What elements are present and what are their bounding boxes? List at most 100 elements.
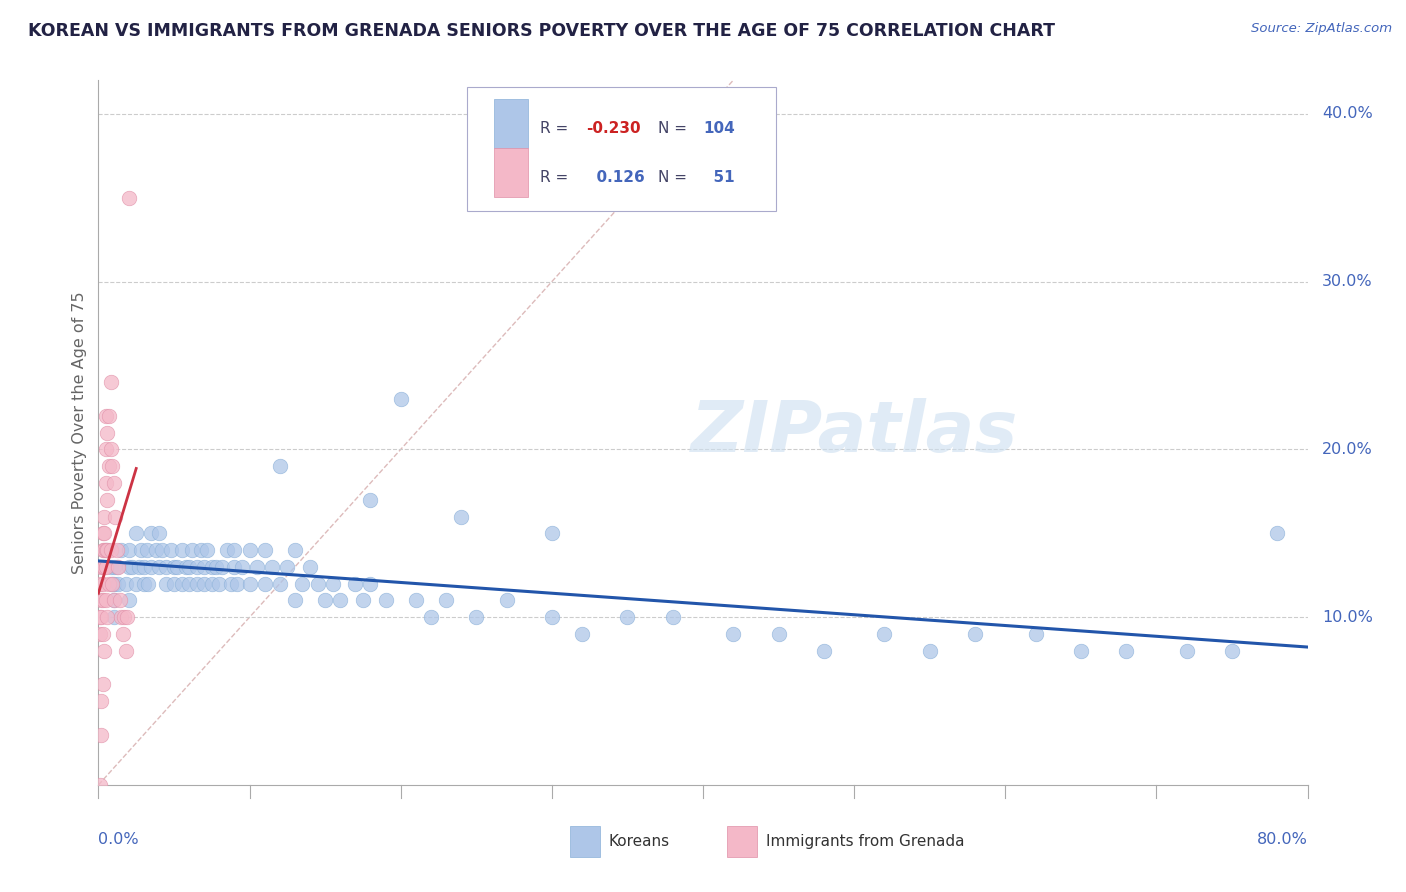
Point — [291, 576, 314, 591]
Point — [284, 543, 307, 558]
Point — [141, 559, 163, 574]
Point — [179, 576, 201, 591]
Point — [262, 559, 284, 574]
Point — [420, 610, 443, 624]
Point — [141, 526, 163, 541]
Point — [103, 475, 125, 490]
Point — [190, 543, 212, 558]
Text: 20.0%: 20.0% — [1322, 442, 1372, 457]
Point — [918, 644, 941, 658]
Point — [174, 559, 197, 574]
Point — [253, 543, 276, 558]
Point — [965, 627, 987, 641]
Point — [93, 526, 115, 541]
Point — [661, 610, 683, 624]
Point — [94, 543, 117, 558]
Point — [450, 509, 472, 524]
Point — [89, 627, 111, 641]
Point — [110, 610, 132, 624]
Point — [299, 559, 322, 574]
Text: R =: R = — [540, 120, 572, 136]
Point — [405, 593, 427, 607]
Point — [269, 459, 291, 474]
Point — [344, 576, 367, 591]
Point — [253, 576, 276, 591]
Point — [91, 526, 114, 541]
FancyBboxPatch shape — [494, 148, 527, 197]
Point — [540, 526, 562, 541]
Point — [540, 610, 562, 624]
FancyBboxPatch shape — [467, 87, 776, 211]
Point — [163, 576, 186, 591]
Point — [101, 576, 124, 591]
Point — [91, 559, 114, 574]
Point — [170, 576, 193, 591]
Point — [103, 610, 125, 624]
Point — [135, 543, 157, 558]
Point — [98, 409, 121, 423]
Point — [104, 509, 127, 524]
Point — [145, 543, 167, 558]
Point — [231, 559, 253, 574]
Point — [239, 576, 262, 591]
Point — [118, 543, 141, 558]
Point — [93, 509, 115, 524]
Point — [723, 627, 745, 641]
Point — [112, 610, 135, 624]
Point — [118, 191, 141, 205]
Point — [434, 593, 457, 607]
Text: Immigrants from Grenada: Immigrants from Grenada — [766, 834, 965, 849]
Point — [121, 559, 143, 574]
Point — [118, 593, 141, 607]
Point — [93, 644, 115, 658]
Text: KOREAN VS IMMIGRANTS FROM GRENADA SENIORS POVERTY OVER THE AGE OF 75 CORRELATION: KOREAN VS IMMIGRANTS FROM GRENADA SENIOR… — [28, 22, 1054, 40]
Point — [103, 559, 125, 574]
Point — [103, 593, 125, 607]
Point — [1024, 627, 1046, 641]
Point — [94, 475, 117, 490]
Point — [91, 543, 114, 558]
Text: -0.230: -0.230 — [586, 120, 640, 136]
Point — [91, 627, 114, 641]
Point — [111, 627, 134, 641]
Point — [150, 543, 173, 558]
Point — [201, 576, 224, 591]
Point — [224, 543, 246, 558]
Point — [118, 559, 141, 574]
Text: Koreans: Koreans — [609, 834, 669, 849]
Point — [1070, 644, 1092, 658]
Point — [571, 627, 593, 641]
Point — [873, 627, 896, 641]
Point — [155, 576, 177, 591]
FancyBboxPatch shape — [569, 826, 600, 857]
Point — [221, 576, 243, 591]
Text: 10.0%: 10.0% — [1322, 609, 1374, 624]
Point — [98, 576, 121, 591]
Text: N =: N = — [658, 120, 692, 136]
Point — [148, 559, 170, 574]
Point — [100, 559, 122, 574]
Point — [166, 559, 188, 574]
Point — [314, 593, 336, 607]
Point — [96, 543, 118, 558]
Point — [208, 576, 231, 591]
FancyBboxPatch shape — [727, 826, 758, 857]
Text: Source: ZipAtlas.com: Source: ZipAtlas.com — [1251, 22, 1392, 36]
Point — [93, 559, 115, 574]
Point — [93, 543, 115, 558]
Point — [224, 559, 246, 574]
Point — [90, 728, 112, 742]
Point — [132, 559, 155, 574]
Point — [128, 559, 150, 574]
Point — [1115, 644, 1137, 658]
Point — [179, 559, 201, 574]
Point — [1175, 644, 1198, 658]
Point — [136, 576, 159, 591]
Point — [103, 593, 125, 607]
Text: ZIPatlas: ZIPatlas — [690, 398, 1018, 467]
Point — [100, 376, 122, 390]
Point — [90, 694, 112, 708]
Point — [193, 559, 215, 574]
Point — [100, 543, 122, 558]
Point — [94, 593, 117, 607]
